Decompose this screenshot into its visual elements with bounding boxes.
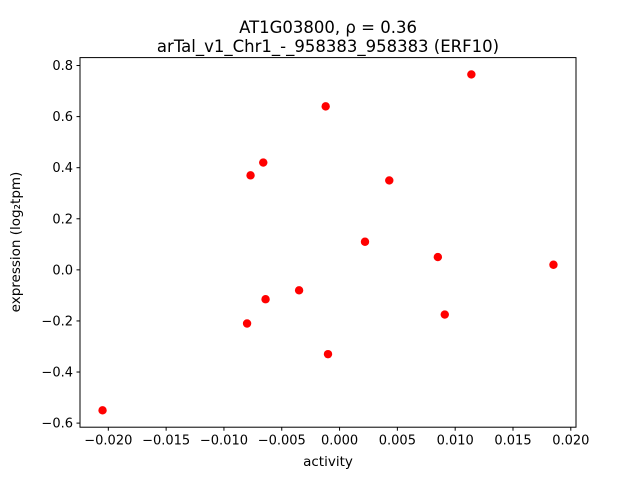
data-point bbox=[259, 158, 268, 167]
data-point bbox=[242, 319, 252, 328]
x-tick-label: 0.000 bbox=[321, 434, 358, 449]
figure-title-line1: AT1G03800, ρ = 0.36 bbox=[239, 18, 417, 37]
data-point bbox=[385, 176, 394, 185]
y-tick-label: 0.8 bbox=[52, 59, 73, 74]
data-point bbox=[98, 406, 107, 415]
data-point bbox=[261, 295, 270, 304]
data-point bbox=[246, 171, 255, 180]
y-tick-label: 0.2 bbox=[52, 212, 73, 227]
x-tick-label: −0.005 bbox=[258, 434, 306, 449]
data-point bbox=[467, 70, 476, 79]
x-tick-label: 0.020 bbox=[552, 434, 589, 449]
plot-area-border bbox=[79, 57, 577, 428]
y-axis-label: expression (log₂tpm) bbox=[8, 172, 24, 313]
figure-title-line2: arTal_v1_Chr1_-_958383_958383 (ERF10) bbox=[157, 37, 499, 57]
x-tick-label: −0.010 bbox=[200, 434, 248, 449]
x-axis-label: activity bbox=[303, 454, 353, 470]
y-tick-label: −0.4 bbox=[41, 366, 73, 381]
data-point bbox=[323, 349, 333, 359]
x-tick-label: −0.015 bbox=[142, 434, 190, 449]
y-tick-label: 0.0 bbox=[52, 263, 73, 278]
data-point bbox=[360, 237, 370, 246]
data-point bbox=[440, 310, 449, 319]
data-point bbox=[549, 260, 558, 269]
data-point bbox=[433, 252, 443, 262]
x-tick-label: −0.020 bbox=[84, 434, 132, 449]
data-point bbox=[321, 102, 330, 111]
y-tick-label: −0.6 bbox=[41, 417, 73, 432]
x-tick-label: 0.005 bbox=[379, 434, 416, 449]
x-tick-label: 0.015 bbox=[494, 434, 531, 449]
y-tick-label: 0.4 bbox=[52, 161, 73, 176]
y-tick-label: −0.2 bbox=[41, 314, 73, 329]
data-point bbox=[294, 286, 304, 295]
x-tick-label: 0.010 bbox=[437, 434, 474, 449]
y-tick-label: 0.6 bbox=[52, 110, 73, 125]
